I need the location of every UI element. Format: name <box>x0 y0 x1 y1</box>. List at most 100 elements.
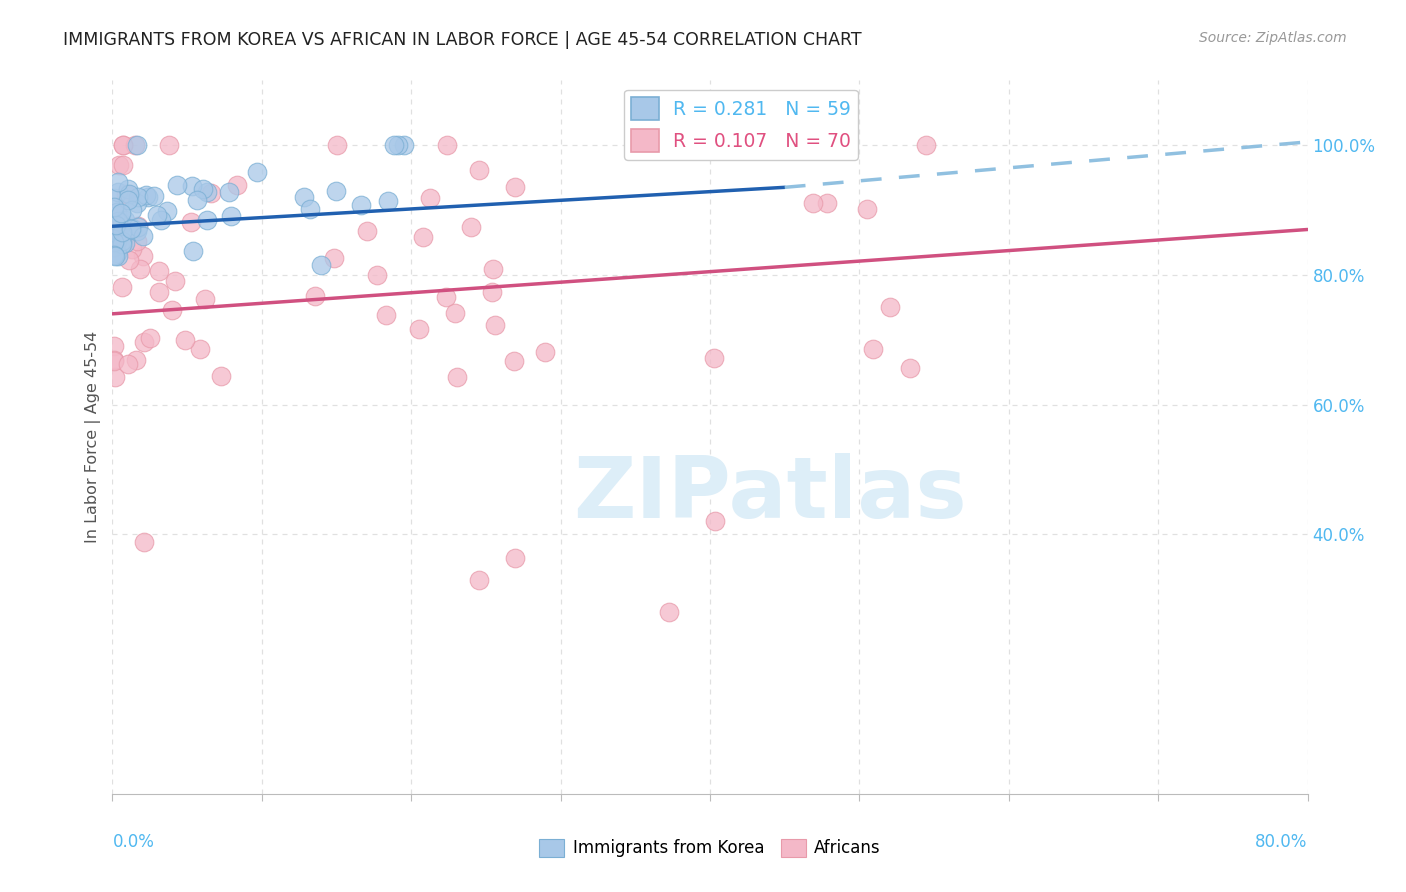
Point <box>815 195 838 210</box>
Point <box>460 219 482 234</box>
Point <box>132 535 155 549</box>
Point <box>703 351 725 366</box>
Point <box>108 227 131 242</box>
Point <box>148 285 170 299</box>
Point <box>105 234 128 248</box>
Point <box>127 220 149 235</box>
Point <box>103 339 125 353</box>
Point <box>111 138 134 153</box>
Point <box>298 202 321 216</box>
Point <box>121 242 143 256</box>
Point <box>194 292 217 306</box>
Point <box>801 196 824 211</box>
Point <box>146 208 169 222</box>
Point <box>114 213 136 227</box>
Point <box>105 245 128 260</box>
Point <box>117 182 139 196</box>
Point <box>419 191 441 205</box>
Point <box>446 369 468 384</box>
Point <box>120 221 142 235</box>
Point <box>408 322 430 336</box>
Point <box>468 162 491 177</box>
Point <box>111 279 134 293</box>
Text: 0.0%: 0.0% <box>112 833 155 851</box>
Point <box>124 138 146 153</box>
Point <box>195 185 218 199</box>
Point <box>382 138 405 153</box>
Text: Source: ZipAtlas.com: Source: ZipAtlas.com <box>1199 31 1347 45</box>
Point <box>505 180 527 194</box>
Point <box>191 182 214 196</box>
Text: 80.0%: 80.0% <box>1256 833 1308 851</box>
Point <box>125 138 148 153</box>
Point <box>481 261 503 276</box>
Point <box>200 186 222 201</box>
Text: ZIPatlas: ZIPatlas <box>572 452 967 536</box>
Point <box>117 193 139 207</box>
Point <box>484 318 506 332</box>
Point <box>350 198 373 212</box>
Point <box>246 165 269 179</box>
Point <box>322 251 344 265</box>
Point <box>387 138 409 153</box>
Point <box>103 240 125 254</box>
Point <box>468 573 491 587</box>
Point <box>148 264 170 278</box>
Point <box>898 361 921 376</box>
Point <box>111 216 134 230</box>
Point <box>105 229 128 244</box>
Point <box>326 138 349 153</box>
Point <box>118 253 141 268</box>
Point <box>915 138 938 153</box>
Point <box>111 237 134 252</box>
Point <box>103 247 125 261</box>
Point <box>356 224 378 238</box>
Point <box>103 353 125 368</box>
Point <box>188 343 211 357</box>
Point <box>114 236 136 251</box>
Y-axis label: In Labor Force | Age 45-54: In Labor Force | Age 45-54 <box>86 331 101 543</box>
Point <box>209 368 232 383</box>
Point <box>105 205 128 219</box>
Point <box>117 357 139 371</box>
Point <box>132 229 155 244</box>
Point <box>104 249 127 263</box>
Point <box>107 214 129 228</box>
Point <box>173 333 195 347</box>
Point <box>166 178 188 192</box>
Point <box>179 215 201 229</box>
Point <box>107 249 129 263</box>
Text: IMMIGRANTS FROM KOREA VS AFRICAN IN LABOR FORCE | AGE 45-54 CORRELATION CHART: IMMIGRANTS FROM KOREA VS AFRICAN IN LABO… <box>63 31 862 49</box>
Point <box>105 221 128 235</box>
Point <box>136 190 159 204</box>
Point <box>107 175 129 189</box>
Point <box>292 190 315 204</box>
Point <box>186 194 208 208</box>
Point <box>155 204 177 219</box>
Point <box>111 234 134 248</box>
Point <box>436 138 458 153</box>
Point <box>443 306 465 320</box>
Point <box>862 343 884 357</box>
Point <box>534 345 557 359</box>
Point <box>127 219 149 233</box>
Point <box>325 184 347 198</box>
Point <box>127 196 149 211</box>
Legend: Immigrants from Korea, Africans: Immigrants from Korea, Africans <box>533 832 887 864</box>
Point <box>219 209 242 223</box>
Point <box>183 244 205 258</box>
Point <box>304 289 326 303</box>
Point <box>165 274 187 288</box>
Point <box>658 605 681 619</box>
Point <box>121 202 143 217</box>
Point <box>132 249 155 263</box>
Point <box>125 353 148 368</box>
Point <box>226 178 249 193</box>
Point <box>149 213 172 227</box>
Point <box>110 205 132 219</box>
Point <box>121 221 143 235</box>
Point <box>309 258 332 272</box>
Point <box>134 334 156 349</box>
Point <box>366 268 388 282</box>
Point <box>481 285 503 299</box>
